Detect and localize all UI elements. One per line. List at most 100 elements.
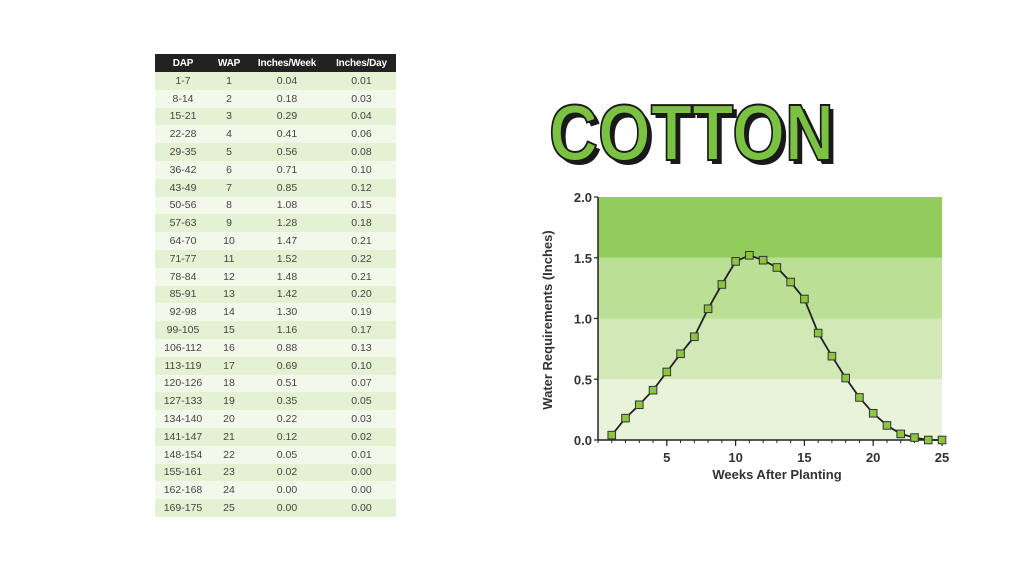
- cell-dap: 71-77: [155, 249, 211, 268]
- data-point: [896, 429, 906, 439]
- chart-band: [598, 318, 942, 380]
- table-row: 169-175 25 0.00 0.00: [155, 499, 396, 517]
- cell-wap: 3: [211, 107, 247, 126]
- cell-inches-day: 0.01: [327, 445, 396, 464]
- cell-inches-day: 0.00: [327, 499, 396, 517]
- water-requirements-table-container: DAP WAP Inches/Week Inches/Day 1-7 1 0.04 0…: [155, 54, 396, 517]
- cell-dap: 113-119: [155, 356, 211, 375]
- table-row: 141-147 21 0.12 0.02: [155, 427, 396, 446]
- data-point: [662, 367, 672, 377]
- data-point: [868, 408, 878, 418]
- data-point: [607, 430, 617, 440]
- data-point: [882, 421, 892, 430]
- cell-inches-day: 0.21: [327, 267, 396, 286]
- table-row: 155-161 23 0.02 0.00: [155, 463, 396, 482]
- cell-inches-week: 0.05: [247, 445, 327, 464]
- table-row: 99-105 15 1.16 0.17: [155, 321, 396, 339]
- data-point: [786, 277, 795, 287]
- y-tick-label: 2.0: [574, 190, 592, 205]
- header-wap: WAP: [211, 54, 247, 72]
- cell-dap: 15-21: [155, 107, 211, 126]
- y-tick-label: 0.5: [574, 372, 592, 387]
- cell-wap: 2: [211, 89, 247, 108]
- cell-inches-week: 0.00: [247, 499, 327, 517]
- data-point: [813, 328, 823, 338]
- cell-inches-day: 0.10: [327, 356, 396, 375]
- cell-dap: 92-98: [155, 303, 211, 322]
- data-point: [676, 349, 685, 359]
- data-point: [648, 385, 658, 395]
- table-row: 15-21 3 0.29 0.04: [155, 107, 396, 126]
- cell-inches-day: 0.19: [327, 303, 396, 322]
- table-row: 22-28 4 0.41 0.06: [155, 125, 396, 144]
- cell-wap: 9: [211, 214, 247, 233]
- cell-wap: 23: [211, 463, 247, 482]
- cell-inches-day: 0.18: [327, 214, 396, 233]
- cell-dap: 8-14: [155, 89, 211, 108]
- table-row: 127-133 19 0.35 0.05: [155, 392, 396, 411]
- cell-wap: 11: [211, 249, 247, 268]
- data-point: [717, 280, 727, 289]
- cell-inches-day: 0.22: [327, 249, 396, 268]
- chart-bands: [598, 197, 942, 440]
- cell-wap: 15: [211, 321, 247, 339]
- cotton-title: COTTON COTTON: [548, 87, 838, 180]
- table-row: 106-112 16 0.88 0.13: [155, 338, 396, 357]
- cell-inches-week: 1.08: [247, 196, 327, 215]
- title-text: COTTON: [549, 88, 834, 177]
- cell-wap: 4: [211, 125, 247, 144]
- cell-dap: 120-126: [155, 374, 211, 393]
- table-row: 120-126 18 0.51 0.07: [155, 374, 396, 393]
- cell-inches-day: 0.10: [327, 160, 396, 179]
- cell-inches-week: 0.71: [247, 160, 327, 179]
- cell-inches-day: 0.15: [327, 196, 396, 215]
- data-point: [923, 435, 933, 445]
- cell-inches-day: 0.08: [327, 143, 396, 161]
- cell-dap: 36-42: [155, 160, 211, 179]
- cell-dap: 155-161: [155, 463, 211, 482]
- cell-wap: 14: [211, 303, 247, 322]
- table-row: 50-56 8 1.08 0.15: [155, 196, 396, 215]
- cell-inches-week: 0.29: [247, 107, 327, 126]
- x-tick-label: 15: [797, 450, 811, 465]
- cell-dap: 78-84: [155, 267, 211, 286]
- table-row: 92-98 14 1.30 0.19: [155, 303, 396, 322]
- cell-dap: 64-70: [155, 232, 211, 250]
- cell-inches-day: 0.20: [327, 285, 396, 304]
- cell-dap: 1-7: [155, 72, 211, 90]
- cell-dap: 50-56: [155, 196, 211, 215]
- cell-wap: 10: [211, 232, 247, 250]
- data-point: [855, 393, 864, 402]
- data-point: [758, 255, 768, 265]
- cell-inches-week: 1.47: [247, 232, 327, 250]
- chart-band: [598, 257, 942, 319]
- cell-wap: 19: [211, 392, 247, 411]
- cell-dap: 134-140: [155, 410, 211, 428]
- y-tick-label: 0.0: [574, 433, 592, 448]
- cell-inches-week: 0.88: [247, 338, 327, 357]
- cell-dap: 127-133: [155, 392, 211, 411]
- cell-inches-week: 0.69: [247, 356, 327, 375]
- y-axis-ticks: 0.0 0.5 1.0 1.5 2.0: [574, 190, 598, 448]
- cell-inches-week: 1.28: [247, 214, 327, 233]
- table-row: 57-63 9 1.28 0.18: [155, 214, 396, 233]
- cell-dap: 162-168: [155, 481, 211, 500]
- data-point: [634, 400, 644, 410]
- cell-inches-day: 0.05: [327, 392, 396, 411]
- data-point: [731, 257, 740, 266]
- cell-inches-week: 0.22: [247, 410, 327, 428]
- cell-wap: 8: [211, 196, 247, 215]
- cell-inches-week: 0.56: [247, 143, 327, 161]
- series-markers: [607, 251, 947, 445]
- water-requirements-table: DAP WAP Inches/Week Inches/Day 1-7 1 0.04 0…: [155, 54, 396, 517]
- cell-inches-week: 0.12: [247, 427, 327, 446]
- cell-inches-week: 0.41: [247, 125, 327, 144]
- cell-dap: 106-112: [155, 338, 211, 357]
- cell-wap: 1: [211, 72, 247, 90]
- table-row: 64-70 10 1.47 0.21: [155, 232, 396, 250]
- cell-wap: 16: [211, 338, 247, 357]
- cell-inches-day: 0.13: [327, 338, 396, 357]
- cell-inches-week: 0.51: [247, 374, 327, 393]
- table-row: 36-42 6 0.71 0.10: [155, 160, 396, 179]
- cell-wap: 25: [211, 499, 247, 517]
